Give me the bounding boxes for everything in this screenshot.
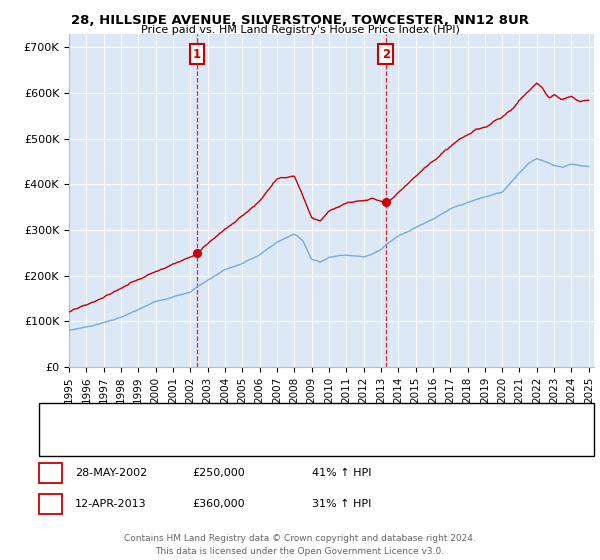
Text: Price paid vs. HM Land Registry's House Price Index (HPI): Price paid vs. HM Land Registry's House … <box>140 25 460 35</box>
Text: 1: 1 <box>46 466 55 480</box>
Text: 41% ↑ HPI: 41% ↑ HPI <box>312 468 371 478</box>
Text: 28-MAY-2002: 28-MAY-2002 <box>75 468 147 478</box>
Text: 28, HILLSIDE AVENUE, SILVERSTONE, TOWCESTER, NN12 8UR: 28, HILLSIDE AVENUE, SILVERSTONE, TOWCES… <box>71 14 529 27</box>
Text: 1: 1 <box>193 48 201 60</box>
Text: 2: 2 <box>382 48 390 60</box>
Text: 28, HILLSIDE AVENUE, SILVERSTONE, TOWCESTER, NN12 8UR (detached house): 28, HILLSIDE AVENUE, SILVERSTONE, TOWCES… <box>93 413 491 423</box>
Text: 12-APR-2013: 12-APR-2013 <box>75 499 146 509</box>
Text: 31% ↑ HPI: 31% ↑ HPI <box>312 499 371 509</box>
Text: This data is licensed under the Open Government Licence v3.0.: This data is licensed under the Open Gov… <box>155 547 445 556</box>
Text: 2: 2 <box>46 497 55 511</box>
Text: £250,000: £250,000 <box>192 468 245 478</box>
Text: Contains HM Land Registry data © Crown copyright and database right 2024.: Contains HM Land Registry data © Crown c… <box>124 534 476 543</box>
Text: £360,000: £360,000 <box>192 499 245 509</box>
Text: HPI: Average price, detached house, West Northamptonshire: HPI: Average price, detached house, West… <box>93 436 395 446</box>
